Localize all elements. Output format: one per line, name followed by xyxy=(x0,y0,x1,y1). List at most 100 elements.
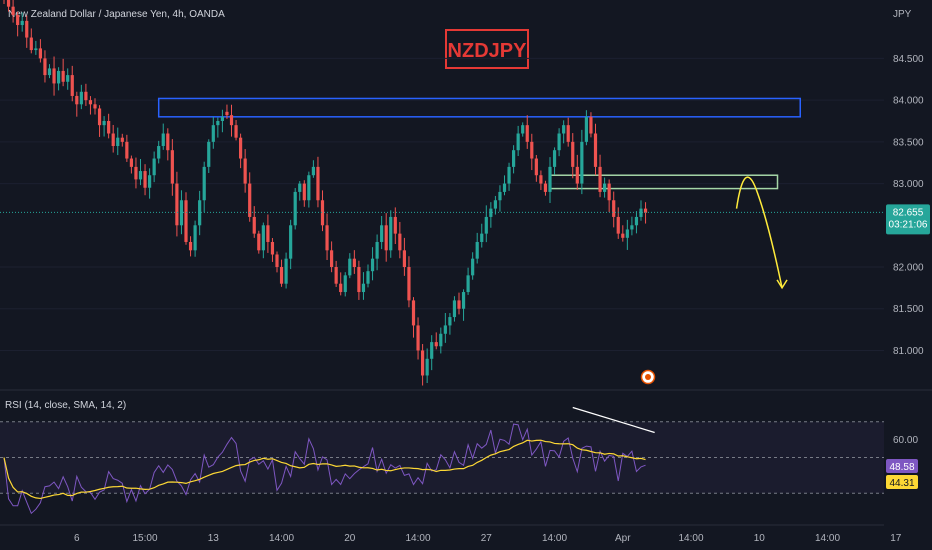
sma-value-badge: 44.31 xyxy=(886,475,918,489)
candle-body xyxy=(293,191,297,226)
candle-body xyxy=(425,358,429,376)
candle-body xyxy=(393,216,397,234)
candle-body xyxy=(375,241,379,259)
candle-body xyxy=(325,225,329,251)
currency-label: JPY xyxy=(893,9,912,20)
candle-body xyxy=(207,141,211,167)
time-axis[interactable]: 6 15:00 13 14:00 20 14:00 27 14:00 Apr 14:00 10 14:… xyxy=(74,533,932,544)
time-tick-label: 17 xyxy=(890,533,902,544)
time-tick-label: 14:00 xyxy=(405,533,430,544)
candle-body xyxy=(534,158,538,176)
candle-body xyxy=(621,233,625,238)
candle-body xyxy=(34,48,38,51)
resistance-zone[interactable] xyxy=(157,97,801,118)
time-tick-label: 27 xyxy=(481,533,493,544)
candle-body xyxy=(179,200,184,226)
candle-body xyxy=(38,48,42,59)
symbol-annotation[interactable]: NZDJPY xyxy=(445,29,529,69)
candle-body xyxy=(348,258,352,276)
candle-body xyxy=(6,0,11,7)
candle-body xyxy=(298,183,302,192)
time-tick-label: 20 xyxy=(344,533,356,544)
candle-body xyxy=(625,229,629,238)
last-price-value: 82.655 xyxy=(893,207,924,218)
symbol-title[interactable]: New Zealand Dollar / Japanese Yen, 4h, O… xyxy=(8,9,225,20)
replay-marker[interactable] xyxy=(640,369,656,385)
rsi-value-badge-bg xyxy=(886,459,918,473)
candle-body xyxy=(93,104,97,109)
candle-body xyxy=(193,225,197,251)
candle-body xyxy=(630,225,634,230)
candle-body xyxy=(452,300,457,318)
candle-body xyxy=(148,175,152,188)
candle-body xyxy=(239,137,243,159)
price-tick-label: 83.000 xyxy=(893,179,924,190)
price-tick-label: 82.000 xyxy=(893,263,924,274)
candle-body xyxy=(75,95,79,105)
candle-body xyxy=(243,158,247,184)
candle-body xyxy=(279,267,284,284)
candle-body xyxy=(43,58,47,76)
candle-body xyxy=(138,171,143,180)
projection xyxy=(735,176,788,290)
candle-body xyxy=(225,111,229,116)
candle-body xyxy=(634,216,639,226)
time-tick-label: Apr xyxy=(615,533,631,544)
candle-body xyxy=(307,175,311,201)
candle-body xyxy=(407,267,411,301)
price-tick-label: 83.500 xyxy=(893,137,924,148)
candle-body xyxy=(25,20,29,38)
candle-body xyxy=(580,141,584,184)
candle-body xyxy=(512,150,516,167)
candle-body xyxy=(598,166,602,192)
candle-body xyxy=(61,70,65,82)
candle-body xyxy=(589,116,593,134)
candle-body xyxy=(102,120,106,126)
candle-body xyxy=(229,115,234,126)
candle-body xyxy=(543,183,548,192)
candle-body xyxy=(107,120,111,134)
candle-body xyxy=(188,241,193,251)
candle-body xyxy=(257,233,261,251)
candle-body xyxy=(311,166,315,176)
rsi-sma-line xyxy=(3,439,646,500)
candle-body xyxy=(575,166,579,184)
price-tick-label: 81.000 xyxy=(893,346,924,357)
candle-body xyxy=(116,137,120,147)
candle-body xyxy=(466,275,470,293)
projection-path[interactable] xyxy=(735,176,783,289)
candle-body xyxy=(525,125,529,142)
candle-body xyxy=(339,283,343,293)
candle-body xyxy=(521,125,525,134)
candle-body xyxy=(29,37,33,51)
candle-body xyxy=(20,20,24,26)
candle-body xyxy=(480,233,484,242)
candle-body xyxy=(498,191,502,201)
candle-body xyxy=(88,100,93,105)
symbol-annotation-label: NZDJPY xyxy=(448,40,528,62)
candle-body xyxy=(643,208,648,213)
candle-body xyxy=(166,133,170,151)
candle-body xyxy=(612,200,616,217)
candle-body xyxy=(79,91,83,105)
candle-body xyxy=(47,68,52,76)
candle-body xyxy=(234,125,238,138)
candle-body xyxy=(493,200,497,209)
candle-body xyxy=(616,216,620,234)
candle-body xyxy=(52,68,56,84)
candle-body xyxy=(502,183,507,192)
replay-marker-dot xyxy=(645,374,651,380)
candle-body xyxy=(607,183,611,201)
candle-body xyxy=(389,216,393,251)
candle-body xyxy=(284,258,288,284)
rsi-title[interactable]: RSI (14, close, SMA, 14, 2) xyxy=(5,400,126,411)
candle-body xyxy=(380,225,384,242)
time-tick-label: 14:00 xyxy=(269,533,294,544)
candle-body xyxy=(143,171,147,188)
candle-body xyxy=(70,75,74,96)
candle-body xyxy=(289,225,293,259)
price-axis[interactable]: 84.500 84.000 83.500 83.000 82.000 81.500 81.0… xyxy=(893,54,924,357)
candle-body xyxy=(125,141,129,159)
rsi-divergence-line[interactable] xyxy=(572,406,655,434)
